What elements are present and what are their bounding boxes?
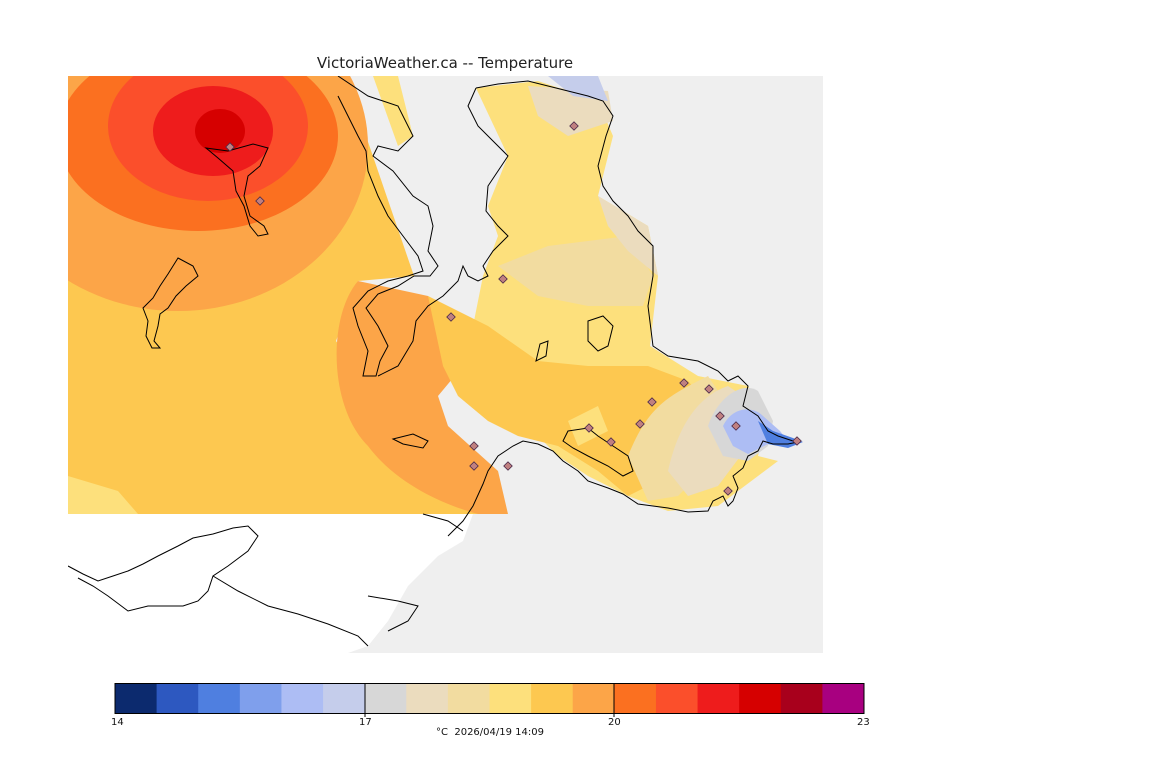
south-landmass [68,514,473,653]
legend-bin [406,683,449,714]
temperature-color-scale [114,683,865,717]
legend-bin [531,683,574,714]
legend-bin [655,683,699,714]
legend-bin [239,683,282,714]
station-marker [255,196,265,206]
station-marker [723,486,733,496]
legend-bin [323,683,366,714]
legend-tick-label: 17 [359,717,372,728]
coastlines [68,76,799,647]
map-title: VictoriaWeather.ca -- Temperature [316,54,574,72]
legend-bin [739,683,782,714]
station-marker [647,397,657,407]
station-marker [731,421,741,431]
legend-tick-label: 14 [111,717,124,728]
legend-bin [198,683,241,714]
station-marker [715,411,725,421]
station-marker [225,142,235,152]
station-markers [225,121,802,496]
station-marker [792,436,802,446]
station-marker [584,423,594,433]
station-marker [469,461,479,471]
legend-bin [489,683,532,714]
station-marker [569,121,579,131]
station-marker [446,312,456,322]
legend-tick-label: 20 [608,717,621,728]
station-marker [498,274,508,284]
station-marker [635,419,645,429]
legend-bin [115,683,158,714]
units-label: °C [436,727,448,738]
station-marker [503,461,513,471]
temperature-field [68,76,803,514]
legend-bin [156,683,199,714]
legend-bin [572,683,615,714]
legend-bin [697,683,740,714]
legend-bin [780,683,823,714]
station-marker [704,384,714,394]
legend-bin [614,683,657,714]
station-marker [679,378,689,388]
station-marker [606,437,616,447]
station-marker [469,441,479,451]
timestamp-label: 2026/04/19 14:09 [454,727,544,738]
legend-bin [822,683,865,714]
temperature-map [68,76,823,653]
legend-bin [364,683,407,714]
legend-bins [115,683,865,714]
legend-bin [447,683,490,714]
legend-bin [281,683,324,714]
legend-caption: °C 2026/04/19 14:09 [0,727,980,738]
legend-tick-label: 23 [857,717,870,728]
